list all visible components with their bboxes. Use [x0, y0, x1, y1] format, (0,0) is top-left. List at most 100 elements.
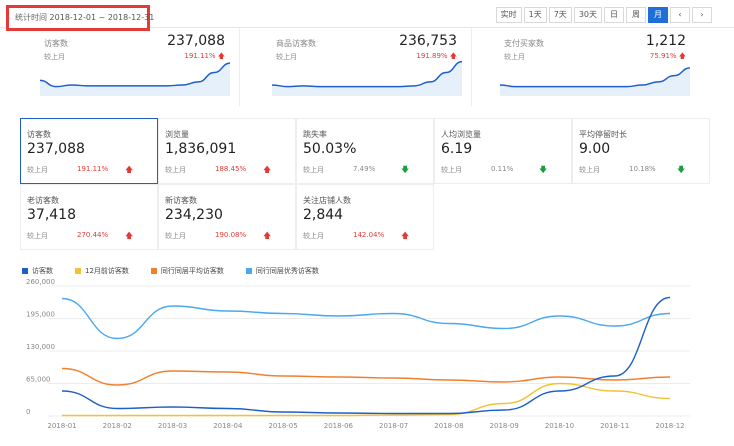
metric-compare: 较上月 [441, 166, 462, 174]
metric-name: 跳失率 [303, 130, 327, 139]
metric-card[interactable]: 平均停留时长 9.00 较上月 10.18% 🡇 [572, 118, 710, 184]
summary-pct: 191.89% 🡅 [416, 52, 457, 60]
sparkline-area [272, 61, 462, 96]
y-tick-label: 65,000 [26, 376, 51, 384]
metric-compare: 较上月 [27, 166, 48, 174]
x-tick-label: 2018-08 [434, 422, 463, 430]
period-value: 2018-12-01 ~ 2018-12-31 [49, 13, 155, 22]
metric-value: 50.03% [303, 141, 357, 157]
metric-value: 1,836,091 [165, 141, 237, 157]
metric-compare: 较上月 [27, 232, 48, 240]
metric-name: 平均停留时长 [579, 130, 627, 139]
summary-card-product-visitors[interactable]: 商品访客数 较上月 236,753 191.89% 🡅 [252, 28, 472, 106]
arrow-up-icon: 🡅 [449, 52, 457, 60]
chart-legend: 访客数 12月前访客数 同行同层平均访客数 同行同层优秀访客数 [22, 266, 341, 276]
range-button-2[interactable]: 7天 [548, 7, 572, 23]
chevron-right-icon[interactable]: › [692, 7, 712, 23]
series-line [61, 367, 671, 386]
x-tick-label: 2018-11 [600, 422, 629, 430]
summary-compare: 较上月 [504, 53, 525, 61]
metric-value: 237,088 [27, 141, 85, 157]
metric-value: 9.00 [579, 141, 611, 157]
arrow-up-icon: 🡅 [125, 165, 134, 174]
x-tick-label: 2018-05 [268, 422, 297, 430]
x-tick-label: 2018-09 [490, 422, 519, 430]
metric-name: 浏览量 [165, 130, 189, 139]
y-tick-label: 130,000 [26, 343, 55, 351]
metric-compare: 较上月 [165, 232, 186, 240]
metric-name: 老访客数 [27, 196, 59, 205]
metric-card[interactable]: 人均浏览量 6.19 较上月 0.11% 🡇 [434, 118, 572, 184]
metric-pct: 270.44% [77, 231, 109, 239]
sparkline-line [272, 60, 462, 88]
y-tick-label: 260,000 [26, 278, 55, 286]
x-tick-label: 2018-06 [324, 422, 354, 430]
y-tick-label: 0 [26, 408, 30, 416]
arrow-up-icon: 🡅 [263, 231, 272, 240]
summary-value: 237,088 [167, 33, 225, 49]
x-tick-label: 2018-07 [379, 422, 408, 430]
summary-value: 236,753 [399, 33, 457, 49]
legend-item[interactable]: 12月前访客数 [75, 266, 129, 276]
arrow-down-icon: 🡇 [401, 165, 410, 174]
metric-name: 访客数 [27, 130, 51, 139]
arrow-up-icon: 🡅 [217, 52, 225, 60]
summary-value: 1,212 [645, 33, 686, 49]
metric-pct: 7.49% [353, 165, 376, 173]
metric-compare: 较上月 [165, 166, 186, 174]
metric-card[interactable]: 关注店铺人数 2,844 较上月 142.04% 🡅 [296, 184, 434, 250]
arrow-down-icon: 🡇 [539, 165, 548, 174]
metric-compare: 较上月 [303, 166, 324, 174]
legend-label: 同行同层优秀访客数 [255, 267, 319, 275]
y-tick-label: 195,000 [26, 311, 55, 319]
period-selector[interactable]: 统计时间 2018-12-01 ~ 2018-12-31 [6, 5, 154, 31]
sparkline-area [40, 63, 230, 96]
summary-panel: 访客数 较上月 237,088 191.11% 🡅 商品访客数 较上月 236,… [20, 28, 710, 110]
summary-compare: 较上月 [44, 53, 65, 61]
metric-card[interactable]: 新访客数 234,230 较上月 190.08% 🡅 [158, 184, 296, 250]
x-tick-label: 2018-03 [158, 422, 187, 430]
arrow-up-icon: 🡅 [401, 231, 410, 240]
metric-pct: 190.08% [215, 231, 247, 239]
metric-value: 234,230 [165, 207, 223, 223]
summary-card-paying-buyers[interactable]: 支付买家数 较上月 1,212 75.91% 🡅 [480, 28, 700, 106]
legend-swatch [22, 268, 28, 274]
metric-name: 新访客数 [165, 196, 197, 205]
period-label: 统计时间 [15, 13, 47, 22]
metric-value: 37,418 [27, 207, 76, 223]
arrow-up-icon: 🡅 [678, 52, 686, 60]
metric-card[interactable]: 访客数 237,088 较上月 191.11% 🡅 [20, 118, 158, 184]
series-line [61, 297, 671, 340]
legend-item[interactable]: 同行同层平均访客数 [150, 266, 224, 276]
metric-card[interactable]: 老访客数 37,418 较上月 270.44% 🡅 [20, 184, 158, 250]
metric-card[interactable]: 浏览量 1,836,091 较上月 188.45% 🡅 [158, 118, 296, 184]
sparkline-line [40, 62, 230, 88]
x-tick-label: 2018-02 [103, 422, 132, 430]
metric-compare: 较上月 [303, 232, 324, 240]
x-tick-label: 2018-01 [47, 422, 76, 430]
range-button-1[interactable]: 1天 [523, 7, 547, 23]
summary-sparkline [500, 67, 690, 96]
sparkline-line [500, 67, 690, 88]
legend-item[interactable]: 访客数 [22, 266, 53, 276]
legend-label: 12月前访客数 [85, 267, 129, 275]
trend-chart: 0 65,000 130,000 195,000 260,000 2018-01 2018-… [26, 278, 690, 430]
summary-sparkline [40, 62, 230, 96]
summary-card-visitors[interactable]: 访客数 较上月 237,088 191.11% 🡅 [20, 28, 240, 106]
chevron-left-icon[interactable]: ‹ [670, 7, 690, 23]
legend-label: 同行同层平均访客数 [160, 267, 224, 275]
range-button-5[interactable]: 周 [626, 7, 646, 23]
range-button-6[interactable]: 月 [648, 7, 668, 23]
metric-pct: 10.18% [629, 165, 656, 173]
summary-name: 商品访客数 [276, 39, 316, 48]
legend-item[interactable]: 同行同层优秀访客数 [245, 266, 319, 276]
legend-swatch [75, 268, 81, 274]
metric-pct: 188.45% [215, 165, 247, 173]
summary-name: 支付买家数 [504, 39, 544, 48]
summary-compare: 较上月 [276, 53, 297, 61]
metric-card[interactable]: 跳失率 50.03% 较上月 7.49% 🡇 [296, 118, 434, 184]
range-button-0[interactable]: 实时 [495, 7, 522, 23]
summary-name: 访客数 [44, 39, 68, 48]
range-button-3[interactable]: 30天 [573, 7, 602, 23]
range-button-4[interactable]: 日 [604, 7, 624, 23]
